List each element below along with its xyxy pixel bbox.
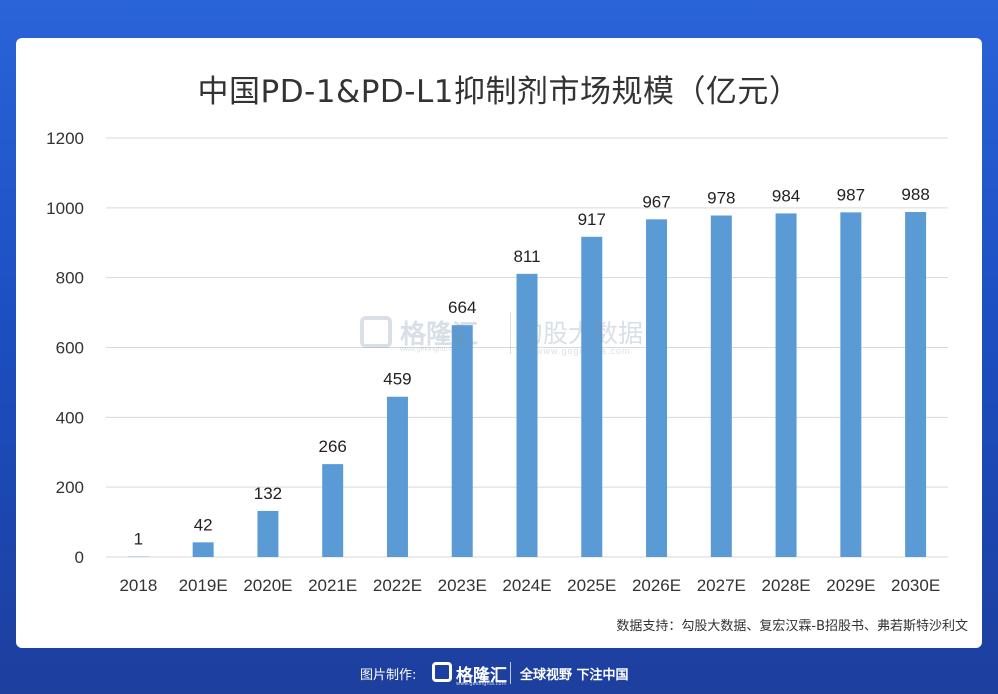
y-tick-label: 600 <box>56 339 84 358</box>
x-tick-label-2019E: 2019E <box>179 576 228 595</box>
bar-2029E <box>840 212 862 557</box>
bar-2028E <box>775 213 797 558</box>
bar-2024E <box>516 273 538 557</box>
x-tick-label-2022E: 2022E <box>373 576 422 595</box>
data-label-2018: 1 <box>134 530 143 549</box>
x-tick-label-2018: 2018 <box>119 576 157 595</box>
bar-chart: 0 200 400 600 800 1000 1200 1 42 132 266 459 664 811… <box>46 129 948 595</box>
bar-2025E <box>581 236 603 558</box>
data-label-2030E: 988 <box>901 185 929 204</box>
x-tick-label-2023E: 2023E <box>438 576 487 595</box>
bar-2021E <box>322 464 344 557</box>
data-label-2019E: 42 <box>194 515 213 534</box>
x-tick-label-2027E: 2027E <box>697 576 746 595</box>
data-label-2029E: 987 <box>837 185 865 204</box>
footer-logo-icon <box>432 662 452 682</box>
data-label-2028E: 984 <box>772 186 800 205</box>
y-tick-label: 800 <box>56 269 84 288</box>
x-tick-label-2030E: 2030E <box>891 576 940 595</box>
footer-made-by-label: 图片制作: <box>360 668 417 683</box>
bar-2022E <box>386 396 408 557</box>
bar-2026E <box>646 219 668 557</box>
chart-card: 中国PD-1&PD-L1抑制剂市场规模（亿元） 0 200 400 600 800 100… <box>16 38 982 648</box>
bar-2023E <box>451 325 473 557</box>
data-source: 数据支持：勾股大数据、复宏汉霖-B招股书、弗若斯特沙利文 <box>616 619 968 634</box>
x-tick-label-2024E: 2024E <box>502 576 551 595</box>
y-tick-label: 400 <box>56 408 84 427</box>
data-label-2021E: 266 <box>319 437 347 456</box>
footer-slogan: 全球视野 下注中国 <box>520 668 629 683</box>
y-tick-label: 0 <box>75 548 84 567</box>
data-label-2020E: 132 <box>254 484 282 503</box>
x-tick-label-2026E: 2026E <box>632 576 681 595</box>
bar-2020E <box>257 510 279 557</box>
bar-2027E <box>710 215 732 557</box>
y-tick-label: 200 <box>56 478 84 497</box>
y-tick-label: 1200 <box>46 129 84 148</box>
data-label-2023E: 664 <box>448 298 476 317</box>
x-tick-label-2025E: 2025E <box>567 576 616 595</box>
x-tick-label-2021E: 2021E <box>308 576 357 595</box>
data-label-2024E: 811 <box>513 247 540 266</box>
bar-2019E <box>192 542 214 557</box>
bar-2030E <box>905 212 927 558</box>
data-label-2022E: 459 <box>383 370 411 389</box>
chart-title: 中国PD-1&PD-L1抑制剂市场规模（亿元） <box>197 74 801 110</box>
data-label-2026E: 967 <box>642 192 670 211</box>
footer-brand-sub: www.gelonghui.com <box>456 681 507 687</box>
x-tick-label-2020E: 2020E <box>243 576 292 595</box>
data-label-2027E: 978 <box>707 189 735 208</box>
x-tick-label-2029E: 2029E <box>826 576 875 595</box>
footer: 图片制作: 格隆汇 www.gelonghui.com 全球视野 下注中国 <box>0 650 998 694</box>
data-label-2025E: 917 <box>578 210 606 229</box>
y-tick-label: 1000 <box>46 199 84 218</box>
x-tick-label-2028E: 2028E <box>761 576 810 595</box>
footer-divider <box>510 662 511 684</box>
footer-brand: 格隆汇 <box>456 666 507 686</box>
